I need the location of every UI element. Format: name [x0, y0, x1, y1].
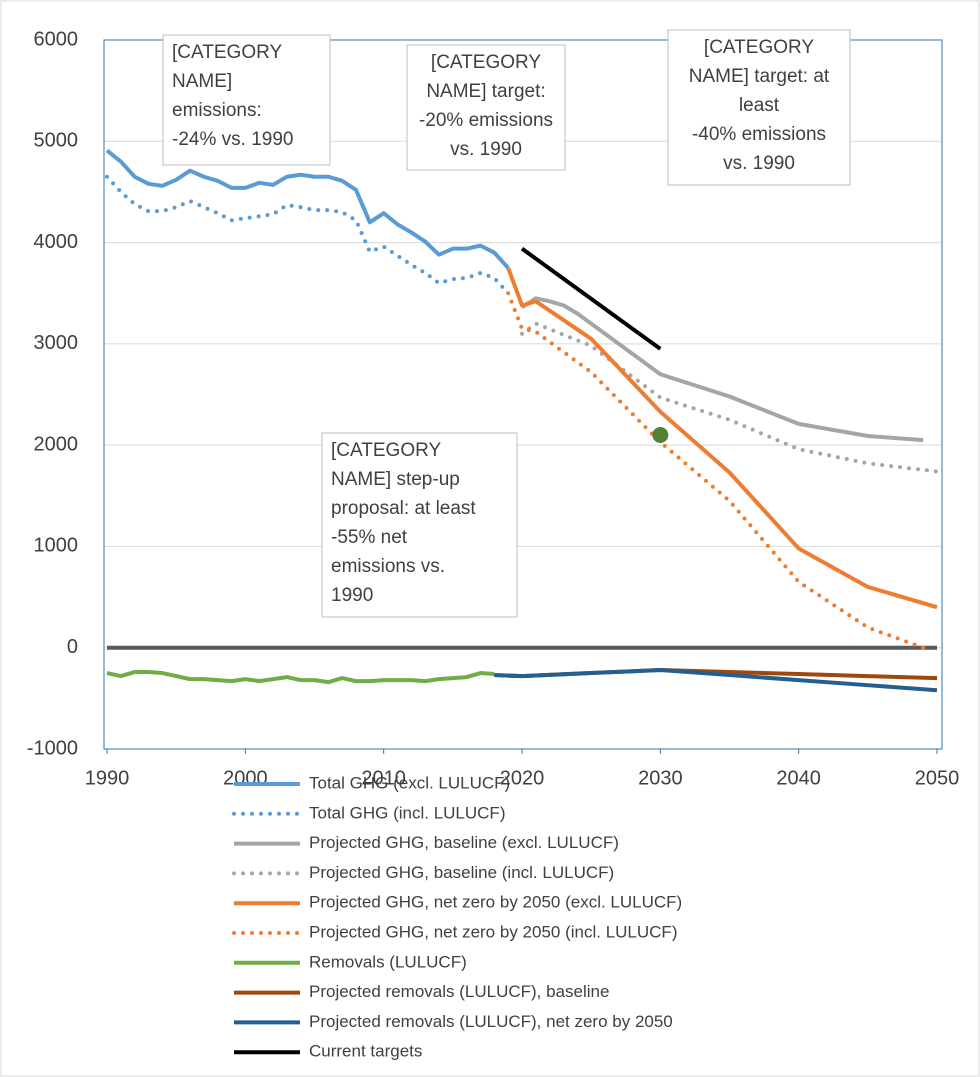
annotation-text: -40% emissions	[692, 124, 826, 145]
y-tick-label: 2000	[34, 433, 79, 455]
annotation-text: -24% vs. 1990	[172, 129, 293, 150]
annotation-box	[162, 34, 331, 166]
y-tick-label: 6000	[34, 28, 79, 50]
y-tick-label: -1000	[27, 737, 78, 759]
series-line	[520, 321, 939, 474]
legend-label: Projected GHG, baseline (incl. LULUCF)	[309, 863, 614, 882]
annotation-text: -20% emissions	[419, 110, 553, 131]
legend-label: Projected removals (LULUCF), net zero by…	[309, 1012, 673, 1031]
annotation-text: NAME] target: at	[689, 66, 830, 87]
series-line	[105, 148, 510, 270]
series-line	[105, 174, 511, 296]
legend-label: Projected removals (LULUCF), baseline	[309, 982, 609, 1001]
point	[652, 427, 669, 444]
annotation-text: NAME]	[172, 71, 232, 92]
x-tick-label: 2010	[361, 767, 406, 789]
annotation-text: least	[739, 95, 780, 116]
y-tick-label: 1000	[34, 535, 79, 557]
y-tick-label: 5000	[34, 130, 79, 152]
legend-label: Projected GHG, baseline (excl. LULUCF)	[309, 833, 619, 852]
annotation-text: [CATEGORY	[172, 42, 282, 63]
series-line	[106, 670, 495, 685]
x-tick-label: 2020	[500, 767, 545, 789]
legend-label: Total GHG (excl. LULUCF)	[309, 773, 510, 792]
series-line	[506, 267, 938, 610]
y-tick-label: 0	[67, 636, 78, 658]
annotation-text: NAME] target:	[426, 81, 545, 102]
y-tick-label: 4000	[34, 231, 79, 253]
annotation-text: proposal: at least	[331, 498, 476, 519]
series-line	[520, 247, 662, 351]
x-tick-label: 2050	[915, 767, 960, 789]
annotation-text: emissions:	[172, 100, 262, 121]
annotation-text: -55% net	[331, 527, 408, 548]
annotation-text: emissions vs.	[331, 556, 445, 577]
x-tick-label: 2040	[776, 767, 821, 789]
annotation-box	[321, 432, 518, 618]
annotation-box	[667, 29, 851, 186]
annotation-text: vs. 1990	[723, 153, 795, 174]
annotation-text: 1990	[331, 585, 373, 606]
legend-label: Current targets	[309, 1042, 422, 1061]
annotation-text: [CATEGORY	[431, 52, 541, 73]
legend-label: Projected GHG, net zero by 2050 (incl. L…	[309, 922, 677, 941]
annotation-text: [CATEGORY	[704, 37, 814, 58]
y-tick-label: 3000	[34, 332, 79, 354]
x-tick-label: 1990	[85, 767, 130, 789]
x-tick-label: 2030	[638, 767, 683, 789]
plot-border	[103, 39, 943, 750]
series-line	[494, 667, 938, 693]
legend-label: Removals (LULUCF)	[309, 952, 467, 971]
annotation-text: NAME] step-up	[331, 469, 460, 490]
legend-label: Total GHG (incl. LULUCF)	[309, 803, 505, 822]
annotation-text: vs. 1990	[450, 139, 522, 160]
annotation-text: [CATEGORY	[331, 440, 441, 461]
annotation-box	[406, 44, 566, 171]
series-line	[520, 296, 924, 443]
legend-label: Projected GHG, net zero by 2050 (excl. L…	[309, 893, 682, 912]
